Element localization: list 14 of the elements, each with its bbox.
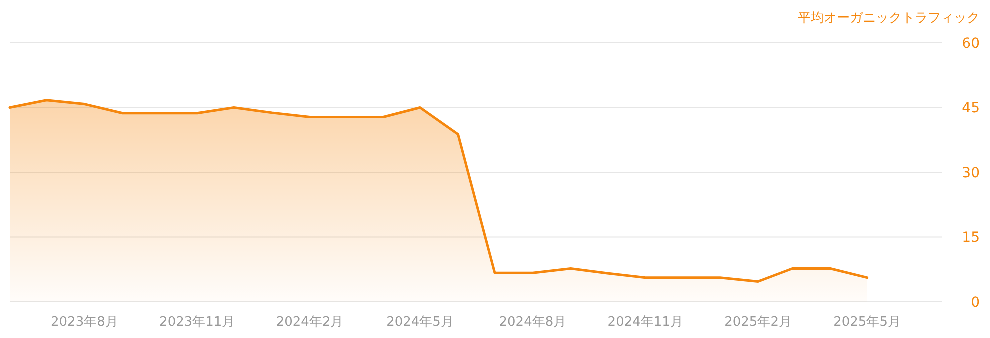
x-tick-label: 2024年5月: [386, 315, 454, 330]
y2-tick-label: 0: [971, 294, 980, 311]
x-tick-label: 2023年8月: [51, 315, 118, 330]
x-tick-label: 2024年8月: [499, 315, 567, 330]
x-tick-label: 2024年2月: [276, 315, 344, 330]
x-tick-label: 2025年5月: [834, 315, 901, 330]
y2-axis-title: 平均オーガニックトラフィック: [798, 11, 980, 26]
y2-tick-label: 45: [962, 100, 980, 117]
y2-tick-label: 15: [962, 230, 980, 246]
y2-tick-label: 30: [962, 165, 980, 182]
x-tick-label: 2023年11月: [160, 315, 236, 330]
x-tick-label: 2025年2月: [724, 315, 792, 330]
x-tick-label: 2024年11月: [608, 315, 684, 330]
y2-tick-label: 60: [962, 36, 980, 52]
